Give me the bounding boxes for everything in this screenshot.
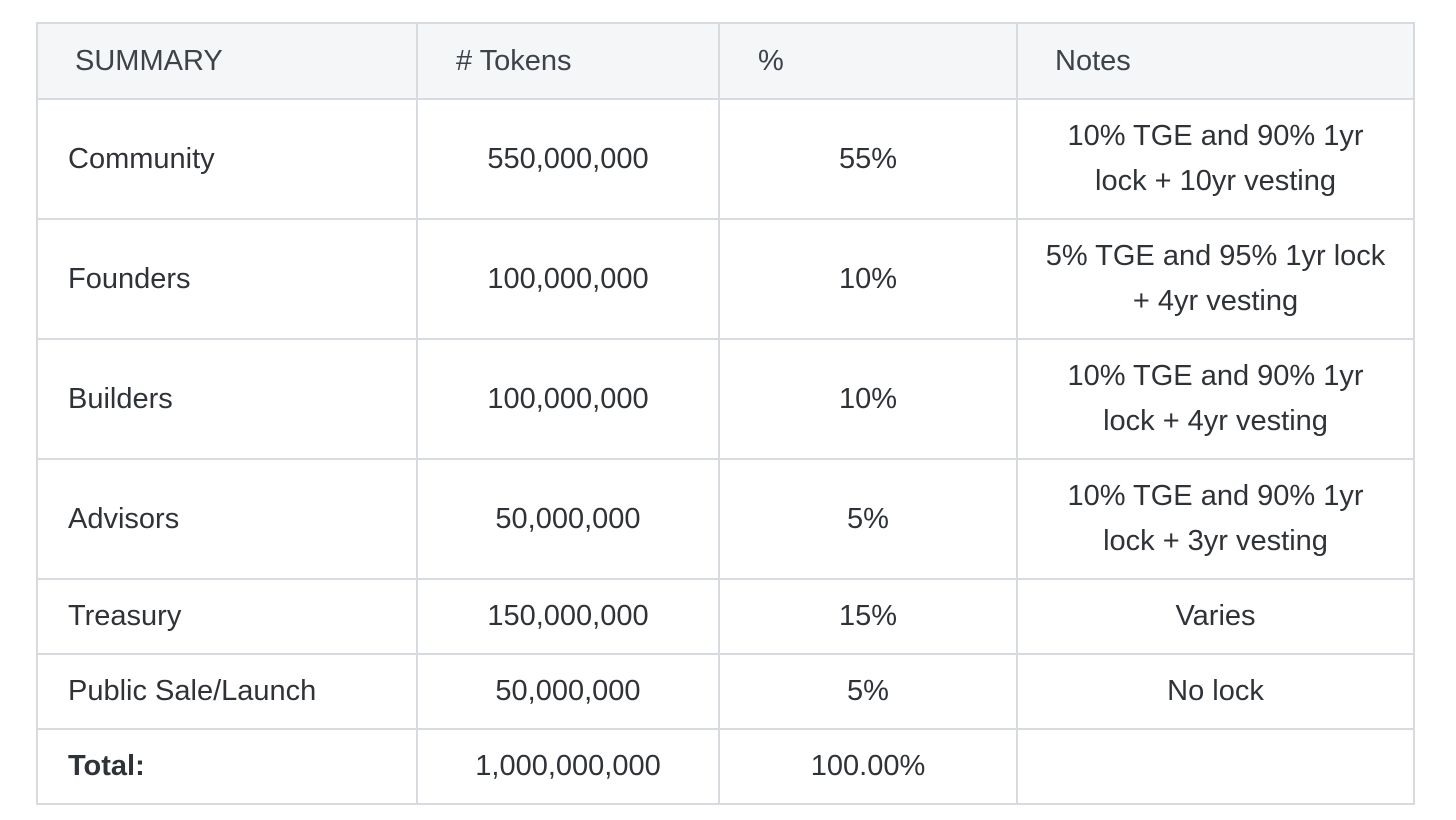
row-tokens: 100,000,000 [416,338,720,460]
row-percent: 5% [718,458,1018,580]
row-label: Community [36,98,418,220]
total-label: Total: [36,728,418,805]
row-label: Public Sale/Launch [36,653,418,730]
row-tokens: 50,000,000 [416,653,720,730]
row-tokens: 150,000,000 [416,578,720,655]
token-summary-table-container: SUMMARY # Tokens % Notes Community 550,0… [36,22,1415,805]
total-percent: 100.00% [718,728,1018,805]
row-label: Advisors [36,458,418,580]
header-tokens: # Tokens [416,22,720,100]
row-notes: 10% TGE and 90% 1yr lock + 10yr vesting [1016,98,1415,220]
row-notes: Varies [1016,578,1415,655]
row-label: Treasury [36,578,418,655]
table-row: Advisors 50,000,000 5% 10% TGE and 90% 1… [36,458,1415,580]
row-percent: 10% [718,338,1018,460]
table-header-row: SUMMARY # Tokens % Notes [36,22,1415,100]
row-notes: 10% TGE and 90% 1yr lock + 4yr vesting [1016,338,1415,460]
row-percent: 5% [718,653,1018,730]
row-tokens: 550,000,000 [416,98,720,220]
row-percent: 55% [718,98,1018,220]
table-row: Founders 100,000,000 10% 5% TGE and 95% … [36,218,1415,340]
table-row: Community 550,000,000 55% 10% TGE and 90… [36,98,1415,220]
header-notes: Notes [1016,22,1415,100]
total-row: Total: 1,000,000,000 100.00% [36,728,1415,805]
row-notes: 5% TGE and 95% 1yr lock + 4yr vesting [1016,218,1415,340]
table-row: Public Sale/Launch 50,000,000 5% No lock [36,653,1415,730]
row-tokens: 100,000,000 [416,218,720,340]
token-summary-table: SUMMARY # Tokens % Notes Community 550,0… [36,22,1415,805]
table-row: Treasury 150,000,000 15% Varies [36,578,1415,655]
total-tokens: 1,000,000,000 [416,728,720,805]
row-notes: No lock [1016,653,1415,730]
row-notes: 10% TGE and 90% 1yr lock + 3yr vesting [1016,458,1415,580]
row-percent: 15% [718,578,1018,655]
header-summary: SUMMARY [36,22,418,100]
header-percent: % [718,22,1018,100]
row-tokens: 50,000,000 [416,458,720,580]
row-label: Builders [36,338,418,460]
row-label: Founders [36,218,418,340]
total-notes [1016,728,1415,805]
row-percent: 10% [718,218,1018,340]
table-row: Builders 100,000,000 10% 10% TGE and 90%… [36,338,1415,460]
